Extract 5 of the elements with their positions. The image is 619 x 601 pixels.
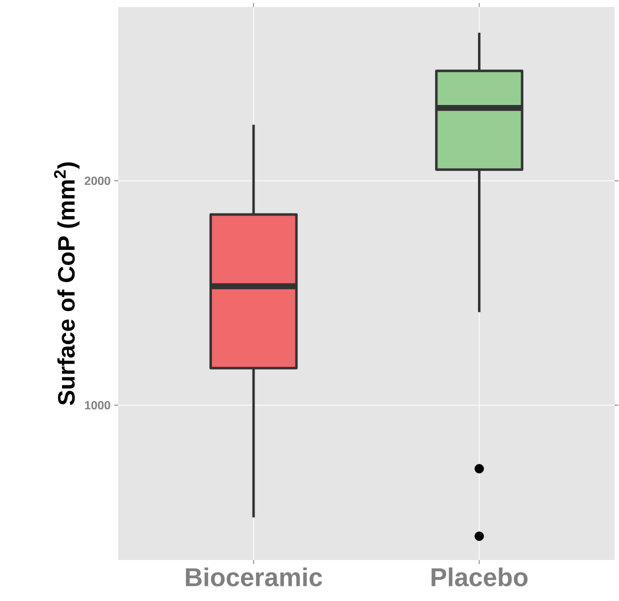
x-tick-label: Bioceramic (186, 568, 322, 586)
x-tick-label: Placebo (432, 568, 528, 586)
y-axis-title: Surface of CoP (mm$^{2}$) (54, 162, 80, 406)
y-tick-label: 1000 (85, 401, 110, 410)
y-tick-label: 2000 (84, 176, 110, 186)
